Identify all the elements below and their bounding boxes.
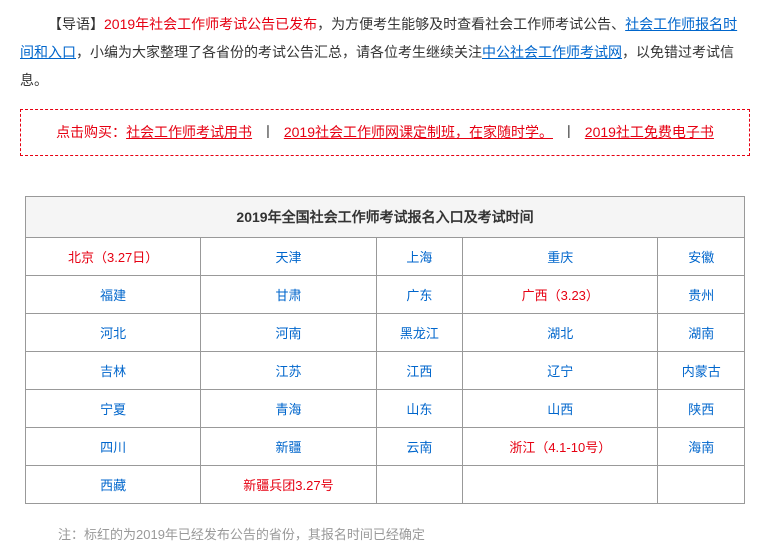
province-link[interactable]: 山西 — [547, 402, 573, 417]
table-cell — [658, 466, 745, 504]
table-cell: 甘肃 — [201, 276, 376, 314]
province-link[interactable]: 云南 — [406, 440, 432, 455]
table-cell: 安徽 — [658, 238, 745, 276]
table-cell: 福建 — [26, 276, 201, 314]
province-link[interactable]: 湖北 — [547, 326, 573, 341]
table-cell: 天津 — [201, 238, 376, 276]
table-cell: 四川 — [26, 428, 201, 466]
table-cell: 黑龙江 — [376, 314, 463, 352]
table-cell: 浙江（4.1-10号） — [463, 428, 658, 466]
province-link[interactable]: 海南 — [688, 440, 714, 455]
table-cell: 云南 — [376, 428, 463, 466]
table-cell: 江苏 — [201, 352, 376, 390]
table-cell: 宁夏 — [26, 390, 201, 428]
province-link[interactable]: 辽宁 — [547, 364, 573, 379]
province-link[interactable]: 广东 — [406, 288, 432, 303]
promo-sep2: 丨 — [558, 124, 580, 140]
promo-link-book[interactable]: 社会工作师考试用书 — [126, 124, 252, 140]
table-cell: 吉林 — [26, 352, 201, 390]
table-row: 吉林 江苏 江西 辽宁 内蒙古 — [26, 352, 745, 390]
table-cell: 辽宁 — [463, 352, 658, 390]
promo-box: 点击购买：社会工作师考试用书 丨 2019社会工作师网课定制班，在家随时学。 丨… — [20, 109, 750, 156]
table-cell: 重庆 — [463, 238, 658, 276]
province-link[interactable]: 新疆 — [275, 440, 301, 455]
table-cell: 贵州 — [658, 276, 745, 314]
table-cell: 上海 — [376, 238, 463, 276]
promo-prefix: 点击购买： — [56, 124, 126, 140]
table-cell: 内蒙古 — [658, 352, 745, 390]
table-cell: 湖南 — [658, 314, 745, 352]
province-link[interactable]: 广西（3.23） — [522, 288, 599, 303]
table-cell: 山西 — [463, 390, 658, 428]
province-link[interactable]: 宁夏 — [100, 402, 126, 417]
province-link[interactable]: 重庆 — [547, 250, 573, 265]
province-link[interactable]: 福建 — [100, 288, 126, 303]
province-link[interactable]: 四川 — [100, 440, 126, 455]
province-link[interactable]: 江西 — [406, 364, 432, 379]
table-title: 2019年全国社会工作师考试报名入口及考试时间 — [26, 197, 745, 238]
province-link[interactable]: 河南 — [275, 326, 301, 341]
table-row: 四川 新疆 云南 浙江（4.1-10号） 海南 — [26, 428, 745, 466]
table-cell: 新疆 — [201, 428, 376, 466]
table-cell: 西藏 — [26, 466, 201, 504]
province-link[interactable]: 陕西 — [688, 402, 714, 417]
table-cell: 陕西 — [658, 390, 745, 428]
table-note: 注：标红的为2019年已经发布公告的省份，其报名时间已经确定 — [20, 524, 750, 543]
province-link[interactable]: 西藏 — [100, 478, 126, 493]
table-row: 河北 河南 黑龙江 湖北 湖南 — [26, 314, 745, 352]
table-cell: 广东 — [376, 276, 463, 314]
promo-link-course[interactable]: 2019社会工作师网课定制班，在家随时学。 — [284, 124, 553, 140]
intro-text2: ，为方便考生能够及时查看社会工作师考试公告、 — [317, 16, 625, 32]
table-cell: 青海 — [201, 390, 376, 428]
exam-table: 2019年全国社会工作师考试报名入口及考试时间 北京（3.27日） 天津 上海 重庆 安… — [25, 196, 745, 504]
province-link[interactable]: 青海 — [275, 402, 301, 417]
table-row: 西藏 新疆兵团3.27号 — [26, 466, 745, 504]
province-link[interactable]: 河北 — [100, 326, 126, 341]
province-link[interactable]: 山东 — [406, 402, 432, 417]
province-link[interactable]: 甘肃 — [275, 288, 301, 303]
province-link[interactable]: 北京（3.27日） — [68, 250, 158, 265]
table-row: 福建 甘肃 广东 广西（3.23） 贵州 — [26, 276, 745, 314]
table-cell: 江西 — [376, 352, 463, 390]
province-link[interactable]: 新疆兵团3.27号 — [243, 478, 333, 493]
intro-prefix: 【导语】 — [48, 16, 104, 32]
province-link[interactable]: 安徽 — [688, 250, 714, 265]
province-link[interactable]: 吉林 — [100, 364, 126, 379]
table-cell: 广西（3.23） — [463, 276, 658, 314]
table-cell: 河南 — [201, 314, 376, 352]
table-row: 宁夏 青海 山东 山西 陕西 — [26, 390, 745, 428]
province-link[interactable]: 浙江（4.1-10号） — [509, 440, 611, 455]
intro-red-text: 2019年社会工作师考试公告已发布 — [104, 16, 317, 32]
province-link[interactable]: 黑龙江 — [400, 326, 439, 341]
table-cell — [463, 466, 658, 504]
promo-link-ebook[interactable]: 2019社工免费电子书 — [585, 124, 714, 140]
province-link[interactable]: 贵州 — [688, 288, 714, 303]
table-cell: 河北 — [26, 314, 201, 352]
promo-sep1: 丨 — [257, 124, 279, 140]
province-link[interactable]: 湖南 — [688, 326, 714, 341]
table-cell: 新疆兵团3.27号 — [201, 466, 376, 504]
table-cell: 海南 — [658, 428, 745, 466]
table-cell: 山东 — [376, 390, 463, 428]
province-link[interactable]: 内蒙古 — [682, 364, 721, 379]
table-cell — [376, 466, 463, 504]
table-cell: 北京（3.27日） — [26, 238, 201, 276]
province-link[interactable]: 天津 — [275, 250, 301, 265]
intro-paragraph: 【导语】2019年社会工作师考试公告已发布，为方便考生能够及时查看社会工作师考试… — [20, 10, 750, 94]
intro-text3: ，小编为大家整理了各省份的考试公告汇总，请各位考生继续关注 — [76, 44, 482, 60]
province-link[interactable]: 江苏 — [275, 364, 301, 379]
table-row: 北京（3.27日） 天津 上海 重庆 安徽 — [26, 238, 745, 276]
table-cell: 湖北 — [463, 314, 658, 352]
province-link[interactable]: 上海 — [406, 250, 432, 265]
table-container: 2019年全国社会工作师考试报名入口及考试时间 北京（3.27日） 天津 上海 重庆 安… — [20, 196, 750, 504]
intro-link-site[interactable]: 中公社会工作师考试网 — [482, 44, 622, 60]
